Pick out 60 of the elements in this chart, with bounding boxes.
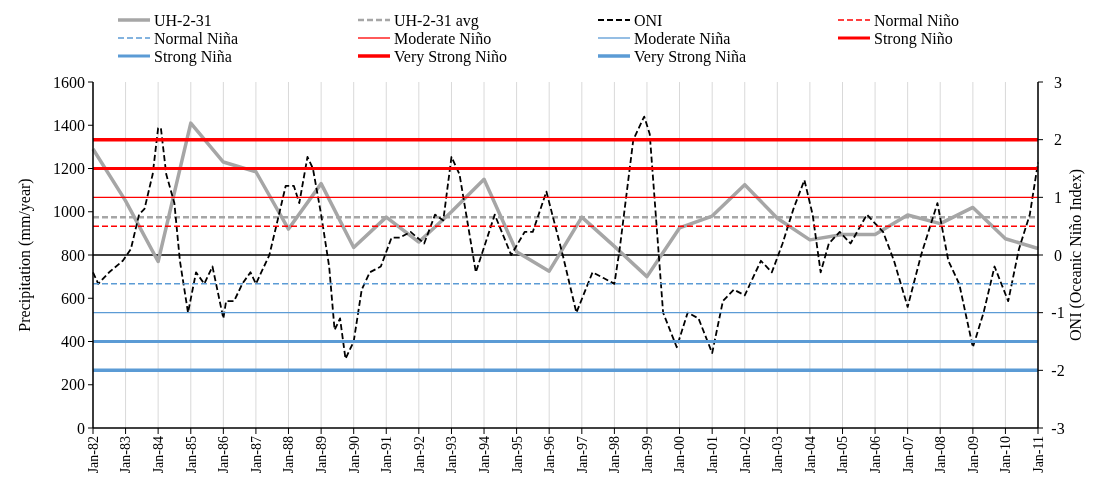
y2-tick-label: 2	[1054, 131, 1062, 149]
x-tick-label: Jan-82	[85, 436, 101, 474]
legend-label: UH-2-31 avg	[394, 11, 479, 30]
x-tick-label: Jan-85	[183, 436, 199, 474]
x-tick-label: Jan-91	[379, 436, 395, 474]
y-tick-label: 800	[61, 246, 85, 264]
y-tick-label: 1400	[53, 116, 85, 134]
y2-tick-label: 0	[1054, 246, 1062, 264]
legend-label: Very Strong Niña	[634, 47, 746, 66]
x-tick-label: Jan-04	[802, 436, 818, 474]
x-tick-label: Jan-05	[835, 436, 851, 474]
x-tick-label: Jan-95	[509, 436, 525, 474]
x-tick-label: Jan-98	[607, 436, 623, 474]
x-tick-label: Jan-84	[151, 436, 167, 474]
y-axis-title: Precipitation (mm/year)	[16, 178, 34, 332]
legend-label: ONI	[634, 11, 663, 29]
x-tick-label: Jan-00	[672, 436, 688, 474]
y-tick-label: 1200	[53, 160, 85, 178]
x-tick-label: Jan-90	[346, 436, 362, 474]
x-tick-label: Jan-08	[933, 436, 949, 474]
x-tick-label: Jan-93	[444, 436, 460, 474]
x-tick-label: Jan-10	[998, 436, 1014, 474]
x-tick-label: Jan-06	[867, 436, 883, 474]
y-tick-label: 200	[61, 376, 85, 394]
x-tick-label: Jan-07	[900, 436, 916, 474]
legend-label: Normal Niño	[874, 11, 959, 29]
legend-label: Strong Niño	[874, 29, 953, 48]
legend-label: Strong Niña	[154, 47, 232, 66]
legend-label: Very Strong Niño	[394, 47, 507, 66]
x-tick-label: Jan-88	[281, 436, 297, 474]
y2-tick-label: 3	[1054, 73, 1062, 91]
x-tick-label: Jan-83	[118, 436, 134, 474]
x-tick-label: Jan-99	[639, 436, 655, 474]
x-tick-label: Jan-87	[248, 436, 264, 474]
x-tick-label: Jan-89	[314, 436, 330, 474]
y-tick-label: 1600	[53, 73, 85, 91]
legend-label: Moderate Niña	[634, 29, 731, 47]
y2-axis-title: ONI (Oceanic Niño Index)	[1067, 169, 1085, 341]
x-tick-label: Jan-09	[965, 436, 981, 474]
legend-label: UH-2-31	[154, 11, 212, 29]
x-tick-label: Jan-11	[1030, 436, 1046, 473]
y2-tick-label: -1	[1051, 304, 1065, 322]
x-tick-label: Jan-01	[705, 436, 721, 474]
x-tick-label: Jan-92	[411, 436, 427, 474]
y-tick-label: 1000	[53, 203, 85, 221]
x-tick-label: Jan-97	[574, 436, 590, 474]
y2-tick-label: -2	[1051, 361, 1065, 379]
y2-tick-label: -3	[1051, 419, 1065, 437]
legend-label: Normal Niña	[154, 29, 238, 47]
y-tick-label: 400	[61, 333, 85, 351]
x-tick-label: Jan-02	[737, 436, 753, 474]
line-series	[91, 121, 1040, 279]
y-tick-label: 600	[61, 289, 85, 307]
x-tick-label: Jan-86	[216, 436, 232, 474]
legend-label: Moderate Niño	[394, 29, 492, 47]
y-tick-label: 0	[77, 419, 85, 437]
x-tick-label: Jan-03	[770, 436, 786, 474]
x-tick-label: Jan-94	[476, 436, 492, 474]
x-tick-label: Jan-96	[542, 436, 558, 474]
y2-tick-label: 1	[1054, 188, 1062, 206]
